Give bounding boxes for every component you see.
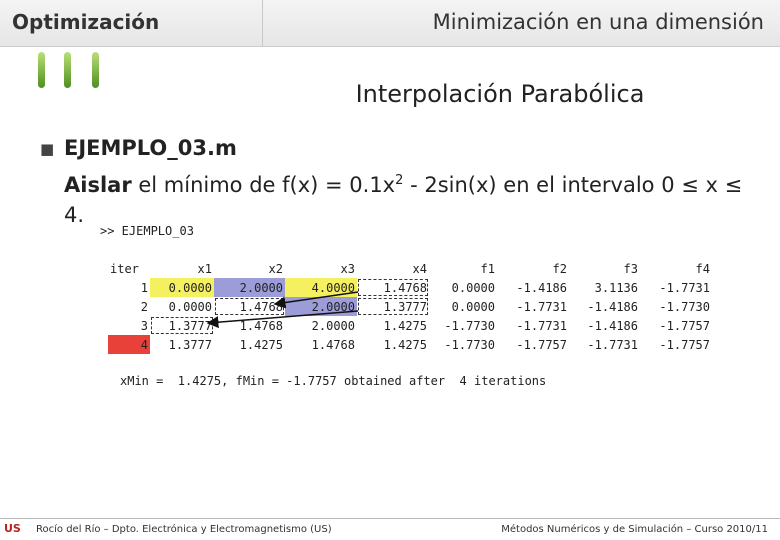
text: el mínimo de f(x) = 0.1x (131, 173, 396, 197)
column-header: x2 (268, 261, 283, 276)
table-cell: 1.4768 (214, 297, 285, 316)
table-cell: 1.4768 (311, 337, 355, 352)
table-cell: 0.0000 (150, 278, 214, 297)
table-cell: 1.3777 (150, 316, 214, 335)
decor-bar (38, 52, 45, 88)
arrow (206, 310, 359, 329)
column-header: f4 (695, 261, 710, 276)
table-cell: -1.7731 (516, 318, 567, 333)
table-cell: -1.7731 (516, 299, 567, 314)
header-band (0, 0, 780, 47)
table-cell: 0.0000 (451, 280, 495, 295)
footer-left: Rocío del Río – Dpto. Electrónica y Elec… (36, 524, 332, 535)
header-row: iter x1 x2 x3 x4 f1 f2 f3 f4 (108, 259, 712, 278)
bullet-heading: EJEMPLO_03.m (64, 136, 237, 160)
column-header: f2 (552, 261, 567, 276)
header-divider (262, 0, 263, 46)
column-header: iter (110, 261, 139, 276)
table-cell: 4.0000 (285, 278, 357, 297)
column-header: x3 (340, 261, 355, 276)
column-header: f1 (480, 261, 495, 276)
table-row: 3 1.3777 1.4768 2.0000 1.4275 -1.7730 -1.7731 -… (108, 316, 712, 335)
footer-line (0, 518, 780, 519)
table-cell: -1.7757 (516, 337, 567, 352)
table-cell: 0.0000 (451, 299, 495, 314)
column-header: x1 (197, 261, 212, 276)
table-cell: -1.4186 (516, 280, 567, 295)
console-prompt: >> EJEMPLO_03 (100, 224, 194, 238)
table-cell: 3.1136 (594, 280, 638, 295)
table-cell: 2.0000 (311, 318, 355, 333)
header-right: Minimización en una dimensión (432, 10, 764, 34)
header-left: Optimización (12, 10, 160, 34)
slide-title: Interpolación Parabólica (355, 80, 645, 108)
footer-right: Métodos Numéricos y de Simulación – Curs… (501, 524, 768, 535)
table-cell: 1.4275 (383, 318, 427, 333)
table-cell: 2 (140, 299, 148, 314)
table-cell: 1.3777 (357, 297, 429, 316)
table-cell: 2.0000 (285, 297, 357, 316)
superscript: 2 (395, 173, 404, 188)
table-row: 4 1.3777 1.4275 1.4768 1.4275 -1.7730 -1.7757 -… (108, 335, 712, 354)
column-header: f3 (623, 261, 638, 276)
table-row: 1 0.0000 2.0000 4.0000 1.4768 0.0000 -1.4186 3.… (108, 278, 712, 297)
table-cell: 2.0000 (214, 278, 285, 297)
table-cell: -1.7757 (659, 337, 710, 352)
table-cell: -1.7757 (659, 318, 710, 333)
table-cell: 1.4275 (383, 337, 427, 352)
table-cell: 0.0000 (168, 299, 212, 314)
table-cell: 1.4768 (357, 278, 429, 297)
table-cell: 3 (140, 318, 148, 333)
iteration-table: iter x1 x2 x3 x4 f1 f2 f3 f4 1 0.0000 2.0000 4.0000 1… (108, 259, 712, 354)
column-header: x4 (412, 261, 427, 276)
console-result: xMin = 1.4275, fMin = -1.7757 obtained a… (120, 374, 547, 388)
bold-word: Aislar (64, 173, 132, 197)
table-cell: 1.3777 (168, 337, 212, 352)
table-cell: -1.7730 (444, 318, 495, 333)
arrow (273, 291, 359, 309)
bullet-marker: ■ (40, 140, 55, 158)
table-row: 2 0.0000 1.4768 2.0000 1.3777 0.0000 -1.7731 -1… (108, 297, 712, 316)
table-cell: -1.4186 (587, 299, 638, 314)
table-cell: -1.7730 (659, 299, 710, 314)
table-cell: -1.7731 (659, 280, 710, 295)
text: - 2sin(x) en el intervalo 0 ≤ x ≤ 4. (64, 173, 743, 227)
decor-bar (64, 52, 71, 88)
table-cell: 1 (140, 280, 148, 295)
table-cell: 4 (108, 335, 150, 354)
table-cell: -1.4186 (587, 318, 638, 333)
table-cell: 1.4768 (239, 318, 283, 333)
table-cell: -1.7730 (444, 337, 495, 352)
logo: US (4, 522, 21, 535)
table-cell: 1.4275 (239, 337, 283, 352)
decor-bar (92, 52, 99, 88)
table-cell: -1.7731 (587, 337, 638, 352)
bullet-text: Aislar el mínimo de f(x) = 0.1x2 - 2sin(… (64, 166, 764, 230)
